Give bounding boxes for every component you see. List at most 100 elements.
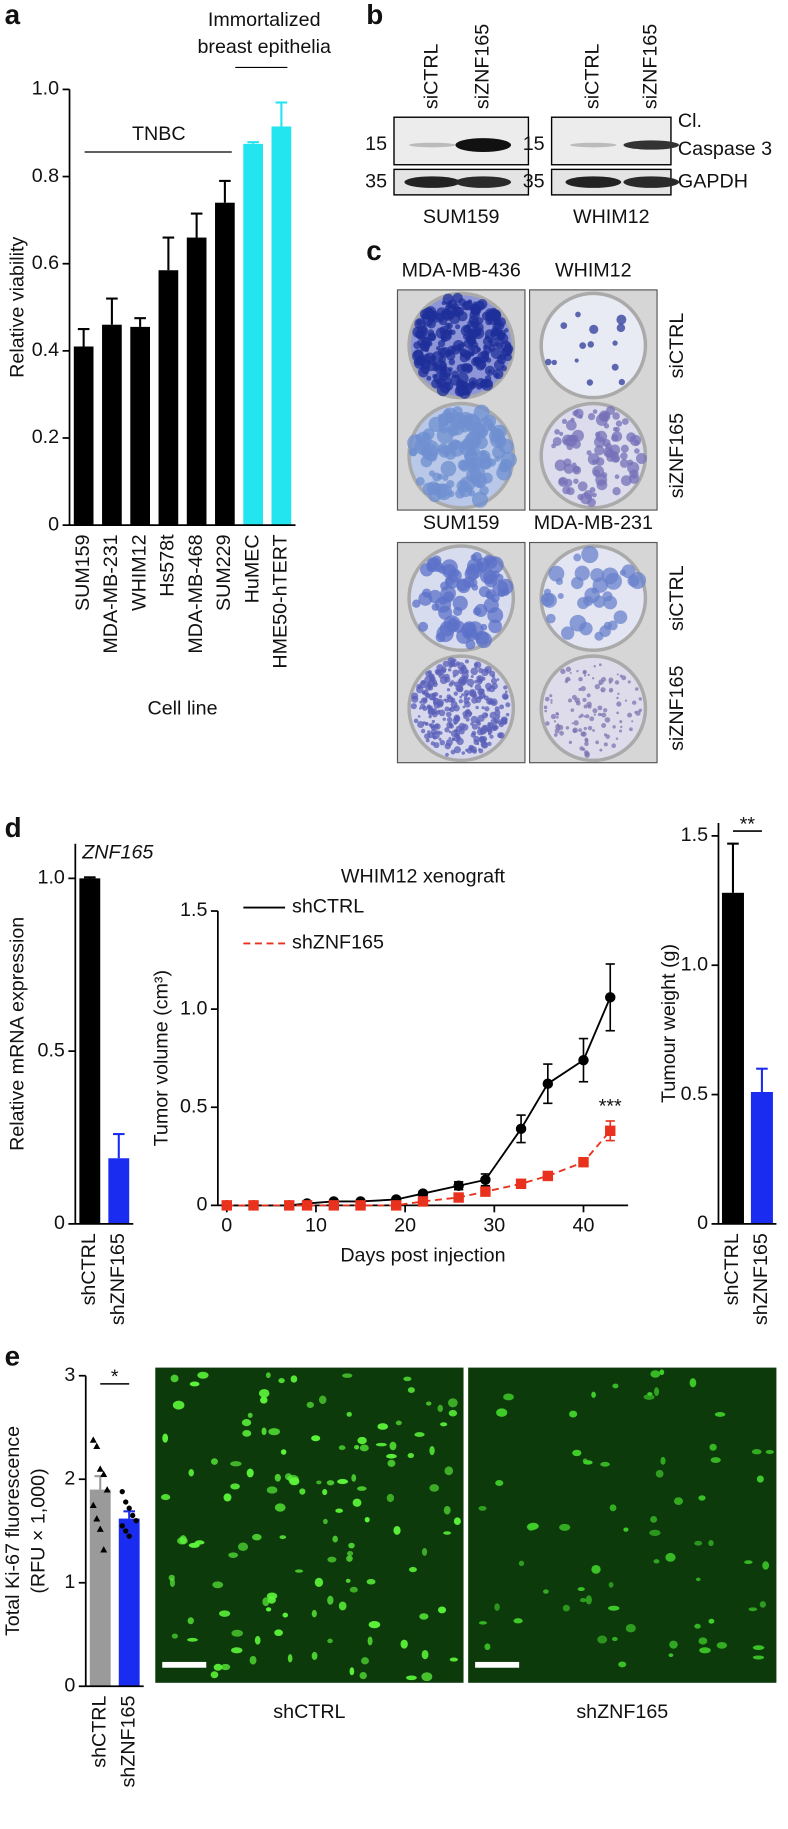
- colony: [425, 447, 432, 454]
- colony: [600, 687, 606, 693]
- colony: [418, 366, 429, 378]
- nucleus: [759, 1601, 766, 1608]
- colony: [617, 692, 620, 695]
- x-tick-label: HuMEC: [241, 534, 263, 603]
- colony: [478, 688, 485, 695]
- data-point: [126, 1533, 132, 1539]
- nucleus: [708, 1618, 715, 1624]
- colony: [593, 595, 606, 608]
- nucleus: [311, 1609, 317, 1618]
- nucleus: [765, 1449, 774, 1454]
- y-tick-label: 3: [64, 1364, 75, 1386]
- colony: [467, 347, 476, 356]
- data-point: [93, 1442, 101, 1450]
- nucleus: [367, 1636, 373, 1646]
- colony: [573, 478, 579, 484]
- colony: [475, 630, 490, 645]
- colony: [420, 679, 426, 686]
- colony: [620, 475, 632, 486]
- cell-line-label: SUM159: [423, 512, 500, 534]
- colony: [472, 749, 477, 754]
- colony: [549, 694, 553, 698]
- colony: [455, 684, 464, 693]
- nucleus: [709, 1443, 717, 1451]
- colony: [481, 668, 489, 677]
- colony: [604, 572, 622, 590]
- colony: [444, 372, 451, 379]
- colony: [431, 719, 435, 724]
- colony: [407, 434, 425, 452]
- colony: [458, 482, 473, 498]
- nucleus: [274, 1629, 283, 1637]
- blot-band: [455, 176, 512, 188]
- nucleus: [171, 1633, 178, 1639]
- bar: [158, 270, 179, 526]
- nucleus: [650, 1515, 658, 1523]
- colony: [474, 603, 488, 617]
- data-point: [605, 992, 616, 1003]
- colony: [453, 746, 462, 754]
- colony: [504, 690, 508, 694]
- cell-line-label: WHIM12: [555, 260, 632, 282]
- colony: [627, 712, 633, 718]
- nucleus: [377, 1423, 389, 1430]
- panel-label: e: [5, 1341, 20, 1372]
- colony: [574, 565, 590, 581]
- colony: [559, 730, 564, 736]
- colony: [438, 731, 443, 735]
- nucleus: [429, 1484, 440, 1492]
- nucleus: [338, 1445, 346, 1451]
- nucleus: [572, 1449, 582, 1457]
- colony: [599, 748, 603, 752]
- colony: [466, 558, 484, 575]
- bar: [721, 892, 744, 1224]
- colony: [603, 708, 608, 713]
- colony: [598, 663, 602, 667]
- colony: [442, 660, 449, 668]
- y-tick-label: 0.5: [38, 1039, 65, 1061]
- colony: [439, 676, 448, 685]
- condition-label: siCTRL: [666, 313, 688, 379]
- nucleus: [268, 1428, 280, 1436]
- colony: [566, 487, 575, 496]
- nucleus: [447, 1398, 458, 1408]
- bar: [271, 126, 292, 526]
- nucleus: [316, 1480, 322, 1485]
- colony: [429, 676, 436, 683]
- nucleus: [421, 1649, 429, 1660]
- image-label: shZNF165: [576, 1701, 668, 1723]
- bar: [130, 326, 150, 526]
- colony: [594, 436, 606, 448]
- nucleus: [653, 1559, 660, 1564]
- colony: [560, 626, 575, 640]
- colony: [430, 697, 433, 701]
- colony: [457, 343, 463, 349]
- nucleus: [408, 1566, 417, 1573]
- nucleus: [228, 1552, 239, 1558]
- chart-title: ZNF165: [81, 841, 153, 863]
- panel-label: b: [366, 0, 383, 30]
- colony: [632, 700, 637, 705]
- colony: [432, 373, 438, 379]
- colony: [445, 752, 449, 757]
- nucleus: [503, 1393, 514, 1401]
- x-tick-label: 0: [221, 1214, 232, 1236]
- nucleus: [419, 1613, 429, 1620]
- x-tick-label: HME50-hTERT: [270, 534, 292, 668]
- colony: [545, 721, 550, 726]
- nucleus: [669, 1640, 678, 1649]
- colony: [440, 460, 457, 477]
- colony: [475, 382, 483, 390]
- nucleus: [591, 1391, 596, 1398]
- nucleus: [400, 1639, 408, 1649]
- colony: [488, 722, 494, 729]
- y-tick-label: 1.0: [180, 997, 207, 1019]
- colony: [428, 589, 442, 604]
- nucleus: [314, 1577, 324, 1588]
- colony: [430, 355, 437, 361]
- nucleus: [287, 1474, 299, 1483]
- colony: [443, 698, 447, 702]
- nucleus: [414, 1432, 425, 1438]
- colony: [578, 687, 582, 692]
- colony: [421, 340, 430, 349]
